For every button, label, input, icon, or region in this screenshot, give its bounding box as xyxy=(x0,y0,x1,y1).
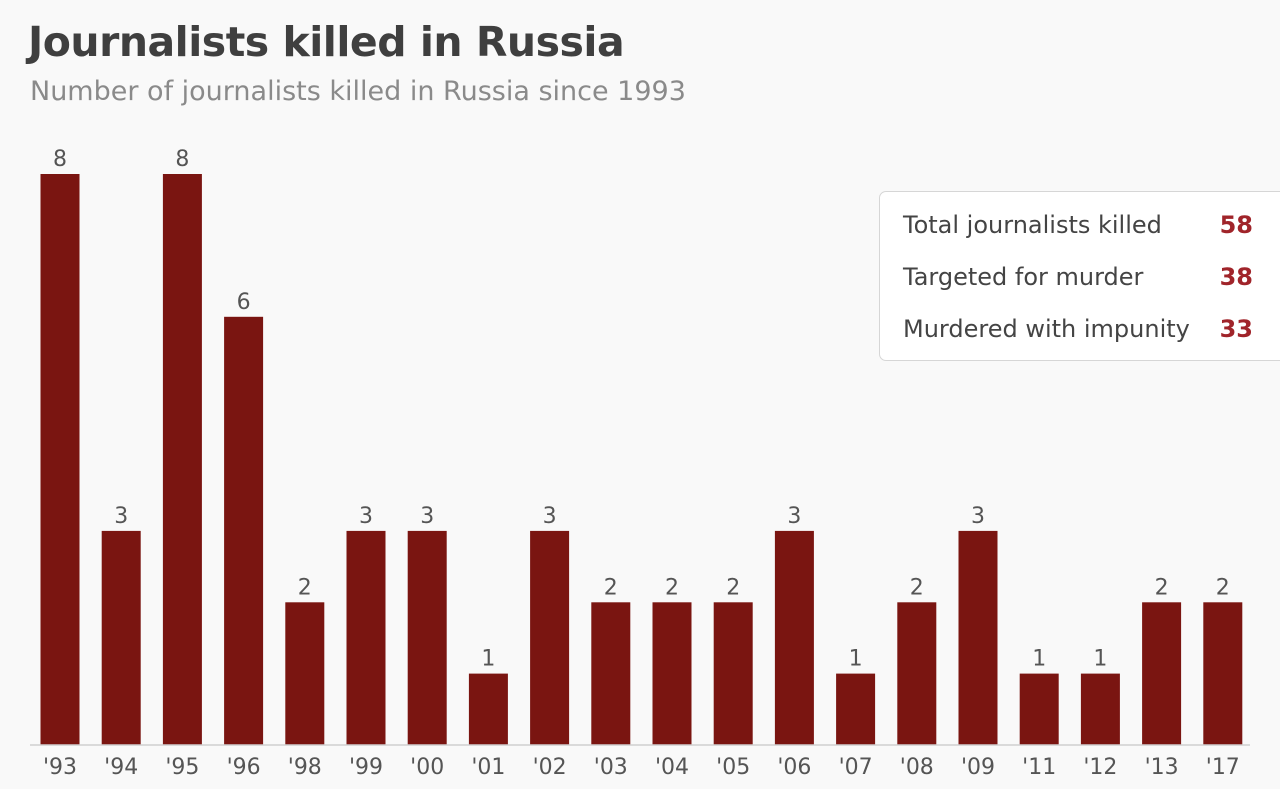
x-tick-label: '00 xyxy=(410,755,444,780)
summary-label: Targeted for murder xyxy=(903,263,1144,291)
bar xyxy=(40,174,80,745)
summary-value: 33 xyxy=(1219,315,1253,343)
bar xyxy=(958,530,998,745)
bar xyxy=(1203,602,1243,746)
bar-value-label: 1 xyxy=(1093,647,1107,672)
bars-group xyxy=(40,174,1243,746)
x-tick-label: '94 xyxy=(104,755,138,780)
summary-row-targeted: Targeted for murder 38 xyxy=(903,262,1253,292)
summary-box: Total journalists killed 58 Targeted for… xyxy=(879,191,1280,361)
bar xyxy=(530,530,570,745)
x-tick-label: '17 xyxy=(1206,755,1240,780)
bar-value-label: 2 xyxy=(298,575,312,600)
x-tick-label: '93 xyxy=(43,755,77,780)
x-tick-label: '95 xyxy=(165,755,199,780)
bar-value-label: 3 xyxy=(971,504,985,529)
bar-value-label: 8 xyxy=(175,147,189,172)
bar-value-label: 3 xyxy=(420,504,434,529)
summary-value: 38 xyxy=(1219,263,1253,291)
x-tick-label: '04 xyxy=(655,755,689,780)
bar xyxy=(897,602,937,746)
bar-value-label: 3 xyxy=(787,504,801,529)
summary-label: Murdered with impunity xyxy=(903,315,1190,343)
x-tick-label: '13 xyxy=(1145,755,1179,780)
bar-value-label: 3 xyxy=(114,504,128,529)
bar-value-label: 2 xyxy=(726,575,740,600)
x-tick-label: '05 xyxy=(716,755,750,780)
bar-value-label: 2 xyxy=(665,575,679,600)
bar xyxy=(224,316,264,746)
bar-value-label: 6 xyxy=(237,290,251,315)
value-labels-group: 8 3 8 6 2 3 3 1 3 2 2 2 3 1 2 3 1 1 2 2 xyxy=(53,147,1230,672)
bar xyxy=(713,602,753,746)
bar-value-label: 1 xyxy=(481,647,495,672)
bar xyxy=(591,602,631,746)
bar-value-label: 2 xyxy=(910,575,924,600)
bar xyxy=(774,530,814,745)
x-tick-label: '09 xyxy=(961,755,995,780)
x-tick-label: '02 xyxy=(533,755,567,780)
x-tick-label: '99 xyxy=(349,755,383,780)
summary-row-total: Total journalists killed 58 xyxy=(903,210,1253,240)
x-tick-label: '12 xyxy=(1083,755,1117,780)
bar xyxy=(1142,602,1182,746)
x-tick-label: '06 xyxy=(777,755,811,780)
bar xyxy=(346,530,386,745)
chart-subtitle: Number of journalists killed in Russia s… xyxy=(30,76,686,107)
bar xyxy=(836,673,876,745)
bar-value-label: 2 xyxy=(1216,575,1230,600)
bar-value-label: 2 xyxy=(1155,575,1169,600)
x-tick-label: '11 xyxy=(1022,755,1056,780)
x-tick-label: '01 xyxy=(471,755,505,780)
bar-value-label: 3 xyxy=(359,504,373,529)
bar xyxy=(407,530,447,745)
x-tick-label: '03 xyxy=(594,755,628,780)
chart-title: Journalists killed in Russia xyxy=(28,18,625,66)
x-tick-label: '98 xyxy=(288,755,322,780)
bar xyxy=(1019,673,1059,745)
summary-row-impunity: Murdered with impunity 33 xyxy=(903,314,1253,344)
x-tick-labels-group: '93 '94 '95 '96 '98 '99 '00 '01 '02 '03 '04 '05 '06 '… xyxy=(43,755,1240,780)
bar xyxy=(162,174,202,745)
summary-label: Total journalists killed xyxy=(903,211,1162,239)
x-tick-label: '96 xyxy=(227,755,261,780)
x-tick-label: '07 xyxy=(839,755,873,780)
bar xyxy=(101,530,141,745)
bar xyxy=(285,602,325,746)
bar-value-label: 1 xyxy=(1032,647,1046,672)
bar xyxy=(652,602,692,746)
bar-value-label: 8 xyxy=(53,147,67,172)
bar xyxy=(468,673,508,745)
bar-value-label: 2 xyxy=(604,575,618,600)
x-tick-label: '08 xyxy=(900,755,934,780)
bar-value-label: 1 xyxy=(849,647,863,672)
summary-value: 58 xyxy=(1219,211,1253,239)
bar-value-label: 3 xyxy=(543,504,557,529)
bar xyxy=(1080,673,1120,745)
